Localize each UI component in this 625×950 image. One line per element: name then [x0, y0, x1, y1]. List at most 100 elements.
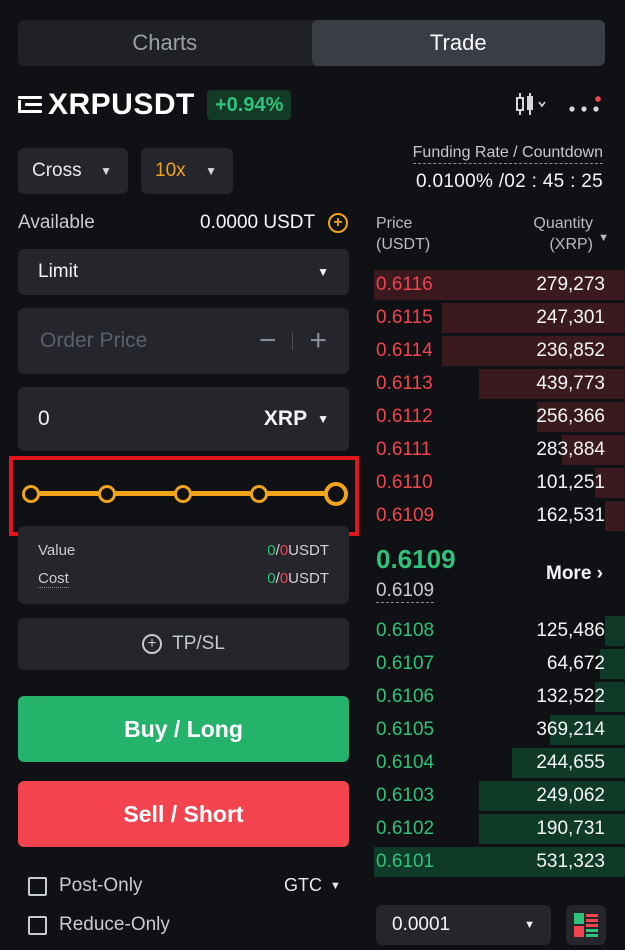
bid-row[interactable]: 0.6108 125,486 [374, 616, 625, 646]
slider-step-50[interactable] [174, 485, 192, 503]
order-price: 0.6106 [376, 686, 435, 707]
slider-step-0[interactable] [22, 485, 40, 503]
order-summary: Value 0/0USDT Cost 0/0USDT [18, 526, 349, 604]
price-precision-select[interactable]: 0.0001 ▼ [376, 905, 551, 945]
order-quantity: 125,486 [536, 620, 605, 641]
cost-label[interactable]: Cost [38, 570, 69, 588]
buy-long-button[interactable]: Buy / Long [18, 696, 349, 762]
ask-row[interactable]: 0.6111 283,884 [374, 435, 625, 465]
depth-bar [479, 369, 625, 399]
mark-price[interactable]: 0.6109 [376, 580, 435, 603]
orderbook-price-header: Price (USDT) [376, 215, 431, 253]
depth-bar [374, 847, 625, 877]
tpsl-label: TP/SL [172, 633, 225, 654]
sell-short-button[interactable]: Sell / Short [18, 781, 349, 847]
order-quantity: 236,852 [536, 340, 605, 361]
order-quantity: 439,773 [536, 373, 605, 394]
order-price: 0.6107 [376, 653, 435, 674]
value-label: Value [38, 542, 76, 559]
order-price: 0.6104 [376, 752, 435, 773]
caret-down-icon: ▼ [317, 412, 329, 426]
candlestick-icon[interactable] [514, 90, 548, 118]
bid-row[interactable]: 0.6107 64,672 [374, 649, 625, 679]
ask-row[interactable]: 0.6110 101,251 [374, 468, 625, 498]
order-quantity: 162,531 [536, 505, 605, 526]
orderbook-more-link[interactable]: More › [546, 563, 603, 584]
order-quantity: 244,655 [536, 752, 605, 773]
value-amount: 0/0USDT [267, 542, 329, 559]
price-precision-label: 0.0001 [392, 914, 451, 935]
ask-row[interactable]: 0.6114 236,852 [374, 336, 625, 366]
order-price: 0.6111 [376, 439, 432, 460]
orderbook-layout-button[interactable] [566, 905, 606, 945]
checkbox-icon [28, 876, 47, 896]
orderbook-layout-icon [574, 913, 598, 937]
bid-row[interactable]: 0.6101 531,323 [374, 847, 625, 877]
tab-charts[interactable]: Charts [132, 30, 198, 55]
order-price: 0.6105 [376, 719, 435, 740]
bid-row[interactable]: 0.6106 132,522 [374, 682, 625, 712]
bid-row[interactable]: 0.6103 249,062 [374, 781, 625, 811]
price-stepper: − + [259, 326, 327, 356]
order-price: 0.6109 [376, 505, 435, 526]
leverage-select[interactable]: 10x ▼ [141, 148, 233, 194]
ask-row[interactable]: 0.6116 279,273 [374, 270, 625, 300]
order-quantity: 369,214 [536, 719, 605, 740]
time-in-force-select[interactable]: GTC ▼ [284, 875, 341, 896]
funding-rate-value: 0.0100% /02 : 45 : 25 [416, 171, 603, 192]
depth-bar [442, 303, 625, 333]
quantity-field[interactable]: 0 XRP ▼ [18, 387, 349, 451]
quantity-unit-select[interactable]: XRP ▼ [264, 407, 329, 431]
minus-button[interactable]: − [258, 324, 277, 357]
ask-row[interactable]: 0.6112 256,366 [374, 402, 625, 432]
order-quantity: 101,251 [536, 472, 605, 493]
order-quantity: 132,522 [536, 686, 605, 707]
slider-step-75[interactable] [250, 485, 268, 503]
post-only-checkbox[interactable]: Post-Only [28, 875, 142, 897]
ask-row[interactable]: 0.6109 162,531 [374, 501, 625, 531]
slider-step-25[interactable] [98, 485, 116, 503]
caret-down-icon: ▼ [100, 164, 112, 178]
order-quantity: 190,731 [536, 818, 605, 839]
order-quantity: 279,273 [536, 274, 605, 295]
depth-bar [512, 748, 625, 778]
bid-row[interactable]: 0.6102 190,731 [374, 814, 625, 844]
depth-bar [537, 402, 625, 432]
ask-row[interactable]: 0.6115 247,301 [374, 303, 625, 333]
depth-bar [562, 435, 625, 465]
add-funds-icon[interactable]: + [328, 213, 348, 233]
order-quantity: 531,323 [536, 851, 605, 872]
funding-rate-label[interactable]: Funding Rate / Countdown [412, 144, 603, 164]
quantity-value: 0 [38, 407, 50, 430]
order-price: 0.6115 [376, 307, 433, 328]
last-price: 0.6109 [376, 544, 456, 574]
value-row: Value 0/0USDT [38, 542, 329, 559]
plus-button[interactable]: + [309, 324, 327, 357]
reduce-only-checkbox[interactable]: Reduce-Only [28, 914, 170, 936]
order-price-field[interactable]: Order Price − + [18, 308, 349, 374]
ask-row[interactable]: 0.6113 439,773 [374, 369, 625, 399]
order-price: 0.6110 [376, 472, 433, 493]
leverage-label: 10x [155, 160, 186, 181]
order-quantity: 256,366 [536, 406, 605, 427]
order-type-label: Limit [38, 261, 79, 282]
margin-mode-select[interactable]: Cross ▼ [18, 148, 128, 194]
orderbook-quantity-header[interactable]: Quantity (XRP) ▼ [533, 215, 609, 253]
bid-row[interactable]: 0.6104 244,655 [374, 748, 625, 778]
order-quantity: 247,301 [536, 307, 605, 328]
symbol-title[interactable]: XRPUSDT [48, 88, 195, 121]
bid-row[interactable]: 0.6105 369,214 [374, 715, 625, 745]
order-type-select[interactable]: Limit ▼ [18, 249, 349, 295]
slider-handle[interactable] [324, 482, 348, 506]
order-price: 0.6116 [376, 274, 433, 295]
cost-amount: 0/0USDT [267, 570, 329, 587]
menu-icon[interactable] [18, 94, 42, 116]
tab-trade[interactable]: Trade [311, 20, 605, 66]
more-dots-icon[interactable] [568, 96, 604, 116]
tpsl-button[interactable]: + TP/SL [18, 618, 349, 670]
caret-down-icon: ▼ [205, 164, 217, 178]
order-price: 0.6108 [376, 620, 435, 641]
caret-down-icon: ▼ [524, 919, 535, 931]
reduce-only-label: Reduce-Only [59, 914, 170, 935]
caret-down-icon: ▼ [330, 879, 341, 892]
